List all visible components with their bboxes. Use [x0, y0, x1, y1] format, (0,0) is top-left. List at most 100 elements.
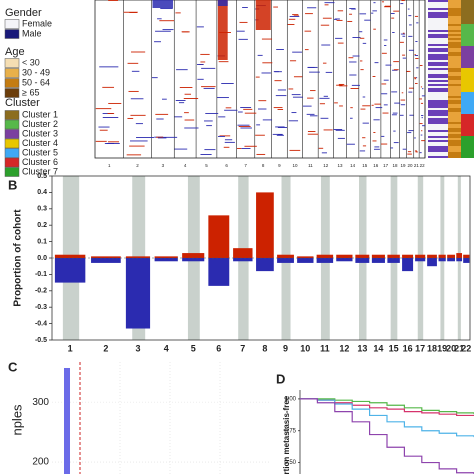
y-tick-label: -0.2 [35, 288, 47, 295]
bar [415, 258, 426, 262]
heat-cell [360, 69, 364, 71]
heat-cell [373, 132, 376, 133]
annotation-stripe [448, 48, 461, 50]
heat-cell [162, 29, 174, 31]
bar [371, 254, 385, 258]
heat-cell [373, 28, 376, 30]
heat-cell [309, 115, 318, 117]
x-tick-label: 2 [103, 343, 108, 353]
annotation-stripe [461, 132, 474, 134]
annotation-stripe [461, 64, 474, 66]
heat-cell [373, 148, 380, 150]
heat-cell [401, 0, 403, 1]
heat-cell [420, 102, 424, 104]
heat-cell [320, 117, 329, 119]
annotation-stripe [461, 76, 474, 78]
annotation-stripe [448, 104, 461, 106]
heat-cell [277, 89, 287, 91]
heat-cell [419, 98, 422, 100]
heat-cell [322, 62, 327, 64]
heat-cell [156, 136, 164, 138]
annotation-stripe [448, 98, 461, 100]
heat-cell [224, 141, 235, 143]
annotation-stripe [448, 6, 461, 8]
annotation-stripe [448, 74, 461, 76]
x-tick-label: 17 [415, 343, 425, 353]
annotation-stripe [461, 94, 474, 96]
heat-cell [204, 149, 216, 151]
heat-cell [272, 133, 283, 135]
heat-cell [374, 62, 379, 64]
annotation-stripe [428, 124, 448, 126]
annotation-stripe [448, 18, 461, 20]
heat-cell [421, 95, 426, 97]
annotation-stripe [428, 48, 448, 50]
heat-cell [407, 132, 412, 134]
heat-cell [408, 130, 414, 132]
heat-cell [95, 140, 107, 142]
annotation-stripe [461, 40, 474, 42]
x-tick-label: 21 [454, 343, 464, 353]
bar [91, 258, 121, 263]
heat-cell [336, 19, 343, 21]
annotation-stripe [428, 116, 448, 118]
legend-label: Cluster 7 [22, 166, 58, 176]
legend-label: Cluster 2 [22, 119, 58, 129]
bar [463, 258, 470, 263]
annotation-stripe [428, 8, 448, 10]
heat-cell [380, 143, 388, 145]
heat-cell [414, 78, 417, 80]
heat-cell [393, 142, 399, 144]
heat-cell [391, 114, 397, 116]
annotation-stripe [461, 146, 474, 148]
legend-swatch [4, 88, 20, 98]
bar [64, 367, 70, 474]
annotation-stripe [461, 46, 474, 48]
annotation-stripe [428, 144, 448, 146]
annotation-stripe [448, 30, 461, 32]
heat-cell [205, 112, 219, 114]
y-tick-label: 0.75 [284, 428, 296, 434]
chromosome-label: 6 [225, 163, 228, 168]
heat-cell [407, 151, 412, 153]
heat-cell [218, 135, 225, 137]
heat-cell [381, 93, 388, 95]
y-tick-label: -0.5 [35, 337, 47, 344]
annotation-stripe [428, 16, 448, 18]
heat-cell [201, 67, 216, 69]
x-tick-label: 1 [68, 343, 73, 353]
annotation-stripe [448, 88, 461, 90]
heat-cell [349, 74, 357, 76]
heat-cell [175, 12, 181, 14]
heat-cell [238, 38, 248, 40]
heat-cell [414, 15, 419, 17]
legend-label: Cluster 6 [22, 157, 58, 167]
heat-cell [223, 146, 230, 148]
annotation-stripe [428, 148, 448, 150]
annotation-stripe [428, 142, 448, 144]
heat-cell [414, 54, 416, 55]
heat-cell [393, 69, 399, 71]
annotation-stripe [428, 32, 448, 34]
annotation-stripe [461, 124, 474, 126]
annotation-stripe [448, 84, 461, 86]
heat-cell [218, 116, 226, 118]
heat-cell [401, 92, 404, 94]
heat-cell [174, 116, 183, 118]
heat-cell [179, 87, 193, 88]
heat-cell [307, 133, 319, 135]
heat-cell [416, 67, 419, 69]
heat-cell [348, 57, 354, 59]
annotation-stripe [461, 136, 474, 138]
annotation-stripe [448, 16, 461, 18]
heat-cell [383, 79, 389, 81]
annotation-stripe [428, 156, 448, 158]
y-tick-label: 0.3 [37, 206, 47, 213]
heat-cell [288, 88, 294, 90]
heat-cell [414, 82, 418, 84]
chromosome-label: 10 [292, 163, 298, 168]
bar [371, 258, 385, 263]
annotation-stripe [461, 114, 474, 116]
legend-swatch [4, 157, 20, 168]
heat-cell [200, 61, 206, 63]
